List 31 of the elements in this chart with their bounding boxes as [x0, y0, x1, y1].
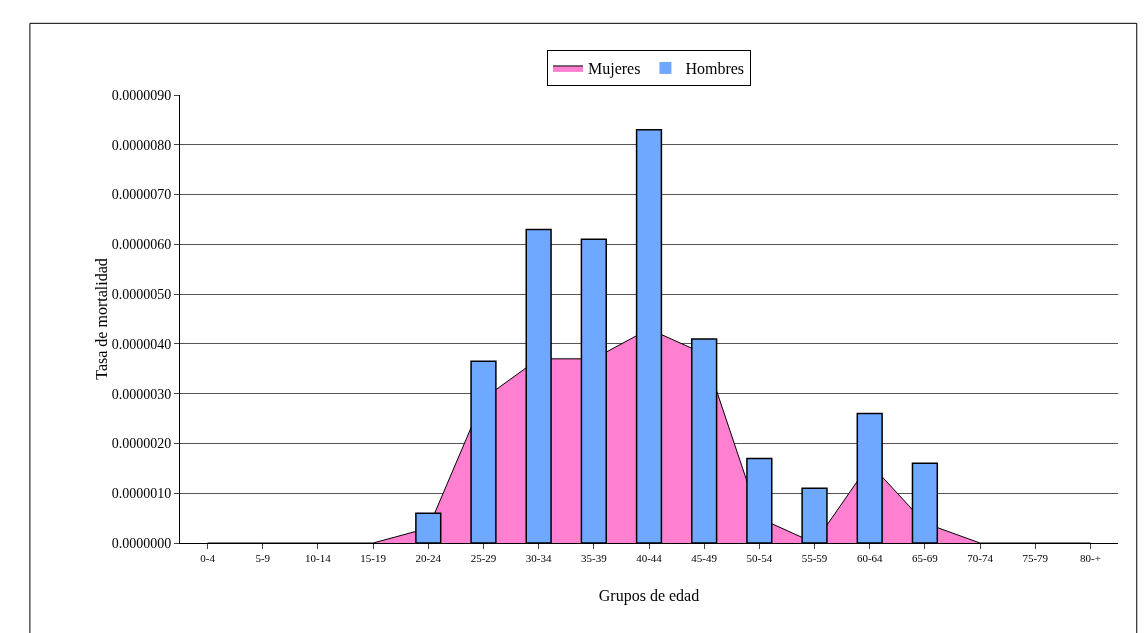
y-tick-label: 0.0000080 — [111, 137, 172, 153]
x-tick-label: 70-74 — [967, 552, 994, 565]
x-tick-label: 30-34 — [525, 552, 552, 565]
x-tick-label: 10-14 — [305, 552, 332, 565]
x-tick-label: 0-4 — [200, 552, 216, 565]
legend-label: Hombres — [685, 60, 745, 78]
x-tick-label: 60-64 — [856, 552, 884, 565]
x-tick-label: 65-69 — [912, 552, 939, 565]
y-tick-label: 0.0000040 — [111, 336, 172, 352]
x-tick-label: 40-44 — [636, 552, 663, 565]
y-tick-label: 0.0000030 — [111, 386, 172, 402]
x-axis-title: Grupos de edad — [598, 587, 700, 605]
y-axis-title: Tasa de mortalidad — [92, 258, 110, 380]
y-tick-label: 0.0000070 — [111, 187, 172, 203]
y-tick-label: 0.0000020 — [111, 436, 172, 452]
x-tick-label: 15-19 — [360, 552, 387, 565]
y-tick-label: 0.0000090 — [111, 87, 172, 103]
x-tick-label: 55-59 — [801, 552, 828, 565]
x-tick-label: 35-39 — [580, 552, 608, 565]
x-tick-label: 75-79 — [1022, 552, 1049, 565]
legend-label: Mujeres — [588, 60, 641, 79]
y-tick-label: 0.0000050 — [111, 287, 172, 303]
x-tick-label: 25-29 — [470, 552, 497, 565]
x-tick-label: 80-+ — [1079, 552, 1101, 565]
y-tick-label: 0.0000010 — [111, 486, 172, 502]
y-tick-label: 0.0000060 — [111, 237, 172, 253]
x-tick-label: 50-54 — [746, 552, 773, 565]
x-tick-label: 5-9 — [255, 552, 271, 565]
y-tick-label: 0.0000000 — [111, 535, 172, 551]
x-tick-label: 20-24 — [415, 552, 442, 565]
x-tick-label: 45-49 — [691, 552, 718, 565]
